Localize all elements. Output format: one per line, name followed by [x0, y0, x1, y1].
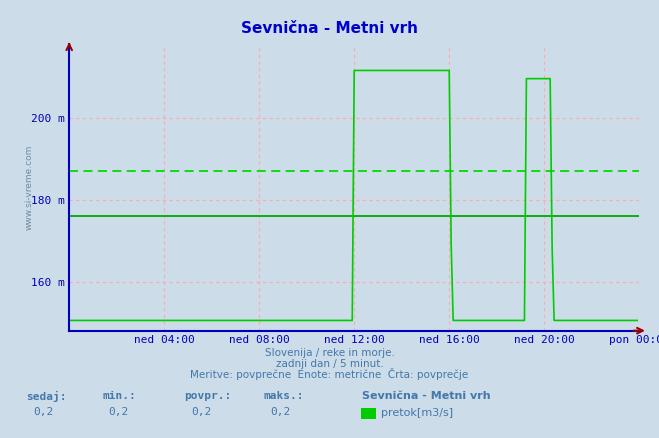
Text: zadnji dan / 5 minut.: zadnji dan / 5 minut. [275, 359, 384, 368]
Text: Meritve: povprečne  Enote: metrične  Črta: povprečje: Meritve: povprečne Enote: metrične Črta:… [190, 368, 469, 381]
Text: Sevnična - Metni vrh: Sevnična - Metni vrh [362, 392, 491, 401]
Text: min.:: min.: [102, 392, 136, 401]
Text: sedaj:: sedaj: [26, 391, 67, 402]
Text: povpr.:: povpr.: [185, 392, 232, 401]
Text: 0,2: 0,2 [109, 407, 129, 417]
Text: pretok[m3/s]: pretok[m3/s] [381, 409, 453, 418]
Text: maks.:: maks.: [264, 392, 304, 401]
Text: 0,2: 0,2 [191, 407, 212, 417]
Text: 0,2: 0,2 [33, 407, 53, 417]
Text: Slovenija / reke in morje.: Slovenija / reke in morje. [264, 348, 395, 357]
Text: Sevnična - Metni vrh: Sevnična - Metni vrh [241, 21, 418, 36]
Text: 0,2: 0,2 [270, 407, 291, 417]
Text: www.si-vreme.com: www.si-vreme.com [25, 145, 34, 230]
